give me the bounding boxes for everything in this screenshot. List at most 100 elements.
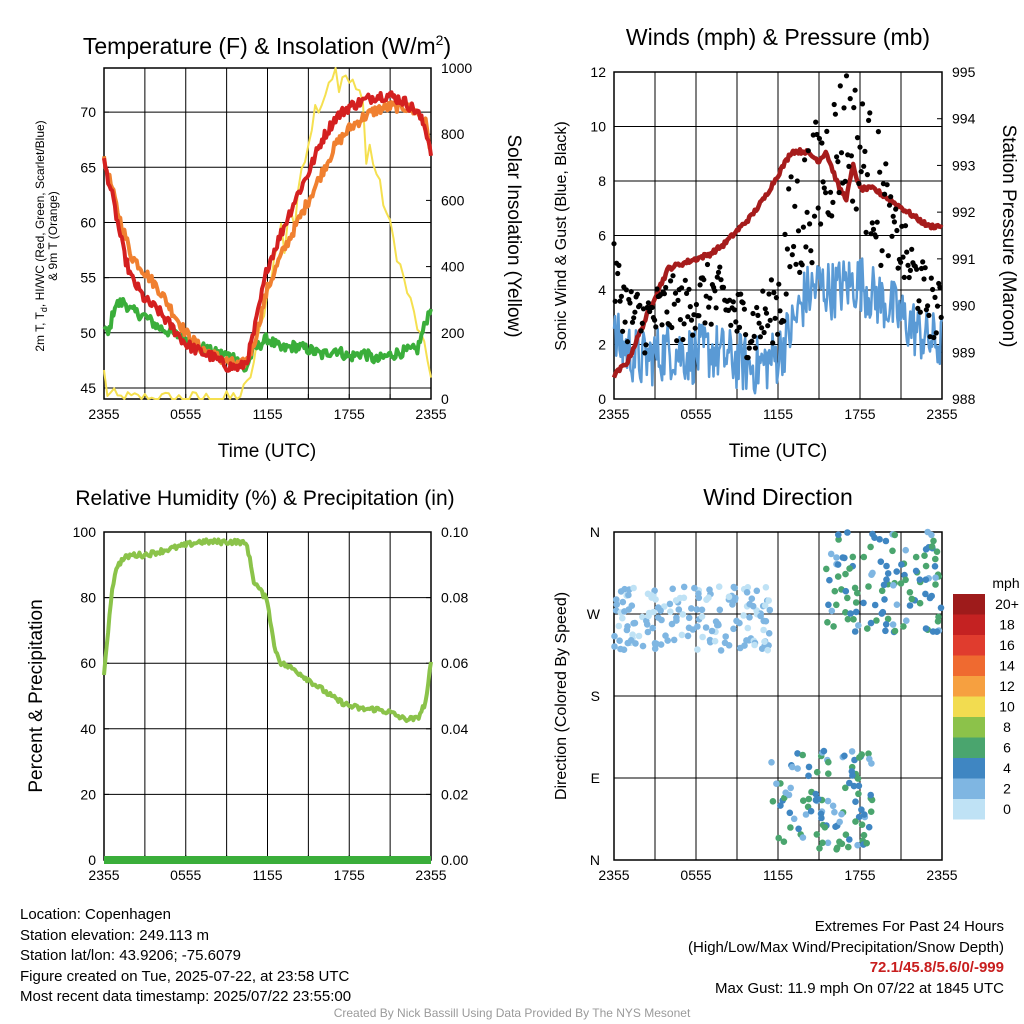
direction-point bbox=[777, 802, 784, 809]
y2-tick-label: 0.06 bbox=[441, 655, 468, 671]
gust-point bbox=[863, 229, 869, 235]
direction-point bbox=[619, 598, 627, 606]
direction-point bbox=[650, 608, 657, 616]
legend-swatch bbox=[953, 799, 985, 820]
gust-point bbox=[894, 227, 900, 234]
gust-point bbox=[921, 276, 927, 282]
gust-point bbox=[789, 252, 795, 258]
gust-point bbox=[738, 291, 744, 297]
direction-point bbox=[814, 795, 822, 803]
gust-point bbox=[704, 261, 711, 268]
direction-tick-label: E bbox=[591, 770, 600, 786]
extremes-legend: (High/Low/Max Wind/Precipitation/Snow De… bbox=[688, 938, 1004, 956]
direction-point bbox=[769, 798, 777, 805]
gust-point bbox=[857, 144, 863, 150]
direction-point bbox=[854, 589, 861, 597]
direction-point bbox=[844, 615, 852, 623]
gust-point bbox=[686, 286, 692, 292]
direction-point bbox=[855, 782, 863, 790]
gust-point bbox=[712, 288, 718, 294]
gust-point bbox=[803, 244, 809, 250]
direction-point bbox=[825, 770, 832, 777]
direction-point bbox=[800, 797, 807, 804]
gust-point bbox=[925, 303, 931, 309]
direction-point bbox=[676, 594, 684, 602]
direction-point bbox=[802, 811, 810, 818]
direction-point bbox=[842, 570, 849, 578]
gust-point bbox=[674, 338, 680, 344]
gust-point bbox=[874, 219, 880, 225]
x-axis-label: Time (UTC) bbox=[729, 441, 828, 462]
y2-tick-label: 200 bbox=[441, 325, 465, 341]
x-tick-label: 1155 bbox=[252, 406, 282, 422]
gust-point bbox=[740, 300, 746, 306]
direction-point bbox=[836, 818, 843, 826]
direction-point bbox=[912, 567, 920, 575]
gust-point bbox=[637, 302, 643, 308]
direction-point bbox=[669, 585, 676, 593]
direction-point bbox=[935, 613, 942, 621]
gust-point bbox=[788, 174, 794, 180]
direction-point bbox=[924, 528, 931, 536]
gust-point bbox=[767, 317, 773, 323]
direction-point bbox=[852, 818, 859, 825]
y-tick-label: 45 bbox=[80, 380, 96, 396]
gust-point bbox=[692, 325, 698, 331]
direction-point bbox=[705, 594, 712, 601]
direction-point bbox=[678, 631, 686, 639]
gust-point bbox=[797, 269, 803, 275]
direction-point bbox=[863, 839, 870, 847]
gust-point bbox=[791, 243, 797, 250]
gust-point bbox=[782, 231, 788, 237]
gust-point bbox=[616, 262, 622, 268]
direction-point bbox=[906, 602, 914, 609]
direction-point bbox=[675, 606, 683, 613]
gust-point bbox=[898, 259, 904, 265]
direction-point bbox=[883, 576, 890, 583]
credit-line: Created By Nick Bassill Using Data Provi… bbox=[333, 1006, 691, 1020]
gust-point bbox=[750, 310, 756, 317]
direction-point bbox=[846, 565, 853, 572]
gust-point bbox=[749, 338, 755, 344]
direction-point bbox=[827, 550, 835, 558]
x-tick-label: 2355 bbox=[415, 406, 446, 422]
direction-point bbox=[884, 570, 892, 577]
y2-tick-label: 989 bbox=[952, 344, 976, 360]
direction-point bbox=[760, 626, 767, 634]
gust-point bbox=[731, 307, 738, 313]
gust-point bbox=[904, 249, 910, 255]
legend-swatch bbox=[953, 594, 985, 615]
direction-point bbox=[930, 537, 937, 545]
gust-point bbox=[813, 119, 819, 125]
y2-tick-label: 600 bbox=[441, 192, 465, 208]
y2-tick-label: 0.02 bbox=[441, 786, 468, 802]
direction-point bbox=[744, 624, 752, 632]
direction-point bbox=[869, 530, 876, 538]
gust-point bbox=[728, 322, 734, 328]
x-tick-label: 2355 bbox=[926, 406, 957, 422]
gust-point bbox=[639, 320, 645, 326]
direction-point bbox=[764, 646, 771, 654]
gust-point bbox=[777, 308, 783, 314]
direction-point bbox=[848, 768, 856, 775]
direction-point bbox=[900, 623, 907, 630]
gust-point bbox=[677, 317, 684, 323]
gust-point bbox=[862, 148, 868, 154]
direction-point bbox=[860, 599, 867, 607]
gust-point bbox=[820, 179, 826, 185]
direction-point bbox=[711, 637, 719, 645]
gust-point bbox=[706, 304, 712, 310]
gust-point bbox=[664, 309, 670, 315]
title-suffix: ) bbox=[443, 33, 451, 59]
gust-point bbox=[745, 355, 751, 361]
direction-point bbox=[931, 563, 939, 570]
gust-point bbox=[786, 186, 792, 192]
gust-point bbox=[931, 334, 937, 341]
gust-point bbox=[854, 135, 861, 141]
direction-point bbox=[731, 596, 739, 604]
direction-point bbox=[679, 611, 687, 618]
extremes-title: Extremes For Past 24 Hours bbox=[814, 918, 1004, 935]
direction-point bbox=[833, 601, 840, 609]
x-tick-label: 2355 bbox=[598, 867, 629, 883]
